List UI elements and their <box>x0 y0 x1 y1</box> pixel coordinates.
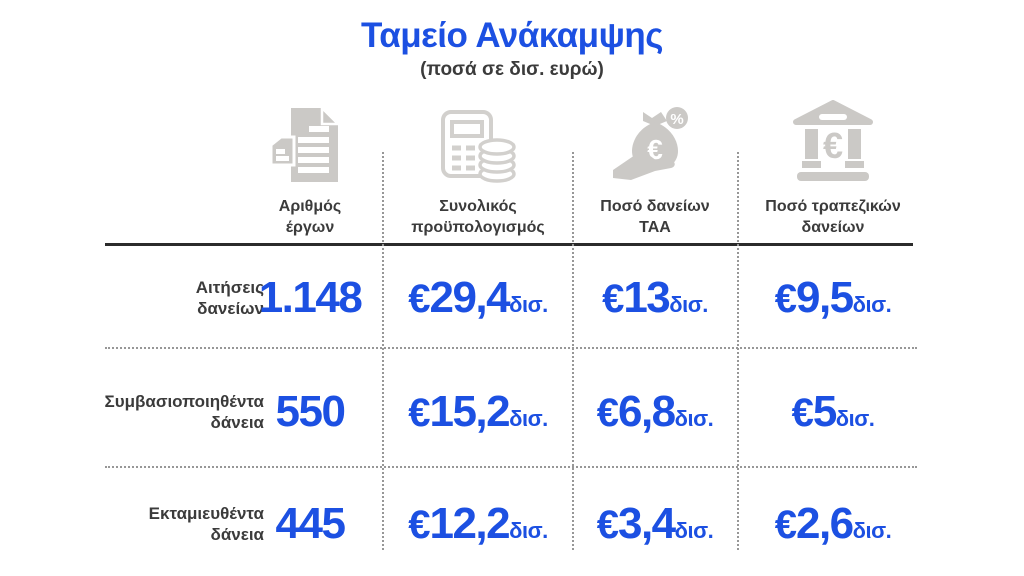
column-divider-2 <box>572 152 574 550</box>
column-header-line: έργων <box>285 219 335 236</box>
calculator-coins-icon <box>432 100 524 184</box>
value-number: 12,2 <box>429 499 510 548</box>
value-contracted-bank: €5δισ. <box>743 387 923 436</box>
value-number: 550 <box>275 387 346 436</box>
value-unit: δισ. <box>674 518 714 543</box>
value-contracted-projects: 550 <box>220 389 400 435</box>
value-disbursed-taa: €3,4δισ. <box>565 499 745 548</box>
value-unit: δισ. <box>674 406 714 431</box>
document-icon <box>264 100 356 184</box>
svg-text:%: % <box>670 111 683 128</box>
currency-prefix: € <box>774 277 797 321</box>
value-number: 29,4 <box>429 273 510 322</box>
value-disbursed-bank: €2,6δισ. <box>743 499 923 548</box>
row-label-disbursed-loans: Εκταμιευθέντα δάνεια <box>20 503 264 545</box>
column-header-line: Ποσό τραπεζικών <box>765 198 901 215</box>
value-contracted-taa: €6,8δισ. <box>565 387 745 436</box>
value-disbursed-budget: €12,2δισ. <box>388 499 568 548</box>
value-number: 15,2 <box>429 387 510 436</box>
currency-prefix: € <box>596 503 619 547</box>
row-label-line: δανείων <box>197 299 264 318</box>
row-label-line: δάνεια <box>210 525 264 544</box>
value-number: 2,6 <box>795 499 854 548</box>
row-label-contracted-loans: Συμβασιοποιηθέντα δάνεια <box>20 391 265 433</box>
page-subtitle: (ποσά σε δισ. ευρώ) <box>420 59 604 80</box>
svg-text:€: € <box>823 125 843 166</box>
value-applications-bank: €9,5δισ. <box>743 273 923 322</box>
value-number: 1.148 <box>258 273 363 322</box>
calculator-coins-icon-svg <box>441 110 516 183</box>
column-header-line: δανείων <box>801 219 865 236</box>
column-divider-1 <box>382 152 384 550</box>
money-bag-hand-icon-svg: € % <box>613 107 688 180</box>
value-number: 6,8 <box>617 387 676 436</box>
column-header-line: προϋπολογισμός <box>411 219 545 236</box>
document-icon-svg <box>269 104 342 182</box>
column-header-bank-loans: Ποσό τραπεζικών δανείων <box>733 196 933 238</box>
value-applications-taa: €13δισ. <box>565 273 745 322</box>
value-number: 9,5 <box>795 273 854 322</box>
currency-prefix: € <box>408 391 430 435</box>
currency-prefix: € <box>408 277 430 321</box>
column-header-projects: Αριθμός έργων <box>210 196 410 238</box>
currency-prefix: € <box>596 391 619 435</box>
column-header-line: Ποσό δανείων <box>600 198 710 215</box>
bank-icon: € <box>787 100 879 184</box>
value-applications-budget: €29,4δισ. <box>388 273 568 322</box>
row-label-line: δάνεια <box>210 413 264 432</box>
row-divider-2 <box>105 466 917 468</box>
value-unit: δισ. <box>509 518 548 543</box>
money-bag-hand-icon: € % <box>609 100 701 184</box>
value-applications-projects: 1.148 <box>220 275 400 321</box>
currency-prefix: € <box>602 277 624 321</box>
column-header-taa-loans: Ποσό δανείων ΤΑΑ <box>555 196 755 238</box>
column-header-line: Αριθμός <box>278 198 342 215</box>
row-label-line: Συμβασιοποιηθέντα <box>104 392 265 411</box>
column-header-line: Συνολικός <box>439 198 517 215</box>
row-divider-1 <box>105 347 917 349</box>
currency-prefix: € <box>408 503 430 547</box>
value-unit: δισ. <box>509 292 548 317</box>
bank-icon-svg: € <box>793 100 873 181</box>
value-number: 13 <box>623 273 670 322</box>
value-disbursed-projects: 445 <box>220 501 400 547</box>
currency-prefix: € <box>774 503 797 547</box>
row-label-line: Αιτήσεις <box>195 278 264 297</box>
value-contracted-budget: €15,2δισ. <box>388 387 568 436</box>
row-label-line: Εκταμιευθέντα <box>148 504 264 523</box>
value-unit: δισ. <box>852 518 892 543</box>
value-number: 5 <box>812 387 837 436</box>
column-header-line: ΤΑΑ <box>639 219 671 236</box>
value-unit: δισ. <box>669 292 708 317</box>
value-unit: δισ. <box>509 406 548 431</box>
value-number: 3,4 <box>617 499 676 548</box>
value-number: 445 <box>275 499 346 548</box>
currency-prefix: € <box>791 391 814 435</box>
value-unit: δισ. <box>835 406 875 431</box>
column-header-total-budget: Συνολικός προϋπολογισμός <box>378 196 578 238</box>
column-divider-3 <box>737 152 739 550</box>
row-label-loan-applications: Αιτήσεις δανείων <box>20 277 264 319</box>
page-title: Ταμείο Ανάκαμψης <box>360 16 664 55</box>
header-separator-line <box>105 243 913 246</box>
value-unit: δισ. <box>852 292 892 317</box>
